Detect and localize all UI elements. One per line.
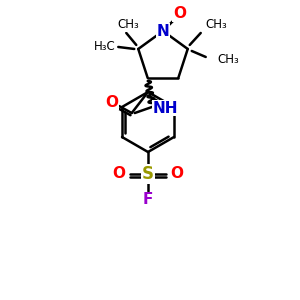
- Text: N: N: [157, 23, 169, 38]
- Text: CH₃: CH₃: [218, 53, 239, 67]
- Text: H₃C: H₃C: [93, 40, 115, 53]
- Text: F: F: [143, 193, 153, 208]
- Text: NH: NH: [153, 100, 178, 116]
- Text: O: O: [112, 167, 125, 182]
- Text: O: O: [170, 167, 184, 182]
- Text: O: O: [173, 6, 186, 21]
- Text: CH₃: CH₃: [117, 19, 139, 32]
- Text: S: S: [142, 165, 154, 183]
- Text: CH₃: CH₃: [206, 19, 227, 32]
- Text: O: O: [106, 94, 118, 110]
